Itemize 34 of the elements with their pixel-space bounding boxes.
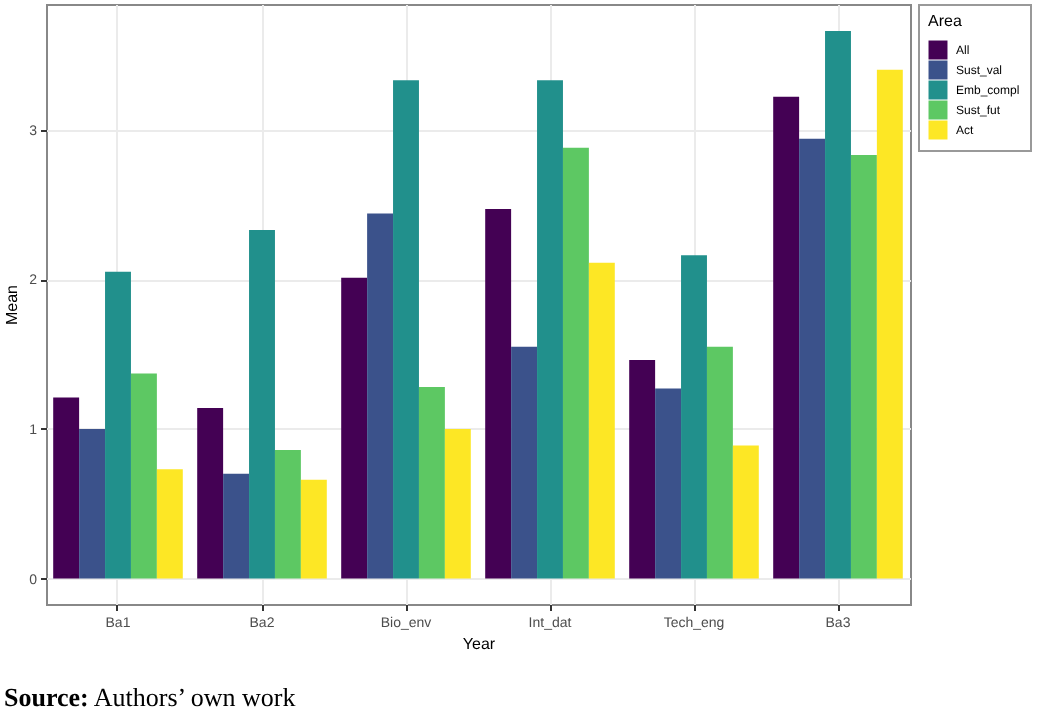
bar xyxy=(681,255,707,579)
bar xyxy=(562,147,589,579)
bar xyxy=(105,271,131,579)
bar xyxy=(511,346,538,579)
legend-title: Area xyxy=(928,12,963,30)
bar xyxy=(341,277,368,579)
bar xyxy=(825,30,851,579)
bar xyxy=(799,138,826,579)
bar xyxy=(223,473,250,579)
bar xyxy=(418,387,445,579)
bar xyxy=(53,397,80,579)
bar xyxy=(485,208,512,579)
bar xyxy=(197,407,224,579)
bar xyxy=(274,449,301,579)
bar xyxy=(393,80,419,579)
bar xyxy=(850,155,877,579)
bar xyxy=(79,428,106,579)
y-axis-title: Mean xyxy=(3,284,22,326)
bar xyxy=(629,360,656,579)
bar xyxy=(773,96,800,579)
bar xyxy=(537,80,563,579)
bar xyxy=(732,445,759,579)
bar xyxy=(156,469,183,579)
bar xyxy=(367,213,394,579)
bar xyxy=(876,69,903,579)
bar xyxy=(249,229,275,579)
bar xyxy=(300,479,327,579)
x-axis-title: Year xyxy=(462,635,496,653)
bar xyxy=(706,346,733,579)
bar xyxy=(130,373,157,579)
bar xyxy=(588,262,615,579)
bar xyxy=(444,428,471,579)
bar xyxy=(655,388,682,579)
source-note: Source: Authors’ own work xyxy=(4,682,298,708)
